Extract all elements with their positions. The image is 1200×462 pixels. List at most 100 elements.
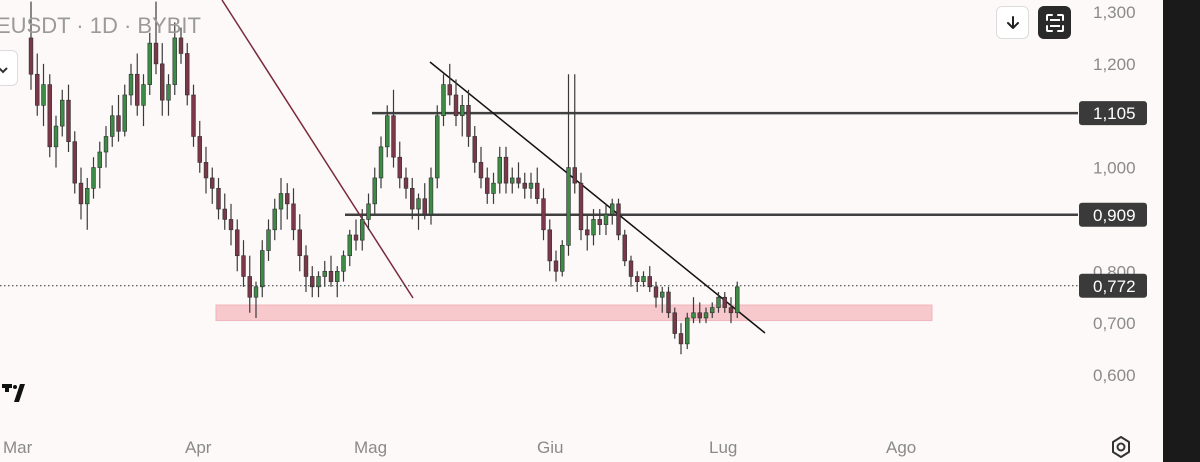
- candle: [497, 146, 502, 194]
- download-button[interactable]: [996, 6, 1029, 39]
- candle: [91, 157, 96, 199]
- candle-body: [366, 203, 371, 220]
- candle: [347, 229, 352, 267]
- tradingview-logo-icon[interactable]: [0, 380, 26, 406]
- candle-body: [472, 136, 477, 163]
- candle-body: [703, 312, 709, 319]
- candle: [310, 266, 315, 298]
- candle: [72, 131, 77, 194]
- candle-body: [597, 219, 602, 225]
- candle-body: [547, 229, 552, 262]
- y-tick-label: 0,600: [1093, 366, 1136, 385]
- candle: [528, 172, 534, 199]
- candle-body: [672, 312, 677, 334]
- candle-body: [303, 255, 309, 277]
- candle: [691, 297, 696, 324]
- candle-body: [347, 234, 352, 257]
- candle-body: [291, 203, 296, 231]
- trendline-brown[interactable]: [221, 0, 414, 299]
- x-tick-label: Mag: [354, 438, 387, 457]
- candle-body: [78, 182, 84, 205]
- candle: [566, 74, 571, 256]
- candle: [560, 240, 565, 277]
- candle: [453, 79, 459, 127]
- candle: [728, 297, 734, 324]
- candle: [622, 229, 627, 267]
- candle-body: [166, 84, 171, 101]
- price-badge[interactable]: 0,909: [1079, 202, 1147, 227]
- candle-body: [666, 291, 671, 314]
- candle: [328, 255, 334, 287]
- candle: [478, 146, 484, 189]
- candle-body: [247, 276, 252, 298]
- candle-body: [272, 208, 277, 231]
- candle: [516, 162, 521, 189]
- candle: [435, 105, 440, 189]
- candle: [28, 1, 34, 90]
- candle-body: [435, 115, 440, 179]
- candle: [616, 198, 621, 241]
- candle: [535, 167, 540, 204]
- trendline-black[interactable]: [429, 61, 766, 334]
- candle-body: [191, 94, 196, 137]
- candle-body: [172, 37, 177, 85]
- candle-body: [60, 99, 65, 127]
- candle-body: [197, 136, 202, 163]
- candle-body: [28, 37, 34, 75]
- candle: [610, 198, 615, 225]
- candle: [335, 266, 340, 298]
- candle-body: [391, 115, 396, 158]
- candle-body: [297, 229, 302, 257]
- candle-body: [728, 307, 734, 314]
- candle: [522, 172, 527, 199]
- fullscreen-button[interactable]: [1038, 6, 1071, 39]
- price-badge[interactable]: 1,105: [1079, 101, 1147, 126]
- candle: [266, 219, 271, 261]
- candle: [503, 146, 509, 194]
- candle: [385, 105, 390, 158]
- support-zone[interactable]: [215, 304, 933, 322]
- candle: [553, 250, 559, 282]
- candle: [85, 177, 90, 230]
- candle-body: [535, 182, 540, 199]
- candle-body: [203, 162, 209, 179]
- candle: [466, 89, 471, 147]
- candle-body: [447, 84, 452, 96]
- candle: [460, 94, 465, 137]
- candle-body: [360, 219, 365, 241]
- left-toggle-button[interactable]: [0, 50, 18, 86]
- x-tick-label: Mar: [3, 438, 33, 457]
- candle: [697, 302, 702, 324]
- candle-body: [91, 167, 96, 189]
- candle-body: [153, 42, 159, 65]
- candle: [541, 188, 546, 241]
- candle-body: [85, 188, 90, 205]
- candle-body: [591, 219, 596, 236]
- candle-body: [641, 276, 646, 282]
- candle-body: [353, 234, 359, 241]
- candle-body: [322, 270, 327, 277]
- candle: [110, 105, 115, 147]
- candle: [391, 89, 396, 168]
- gear-icon[interactable]: [1108, 434, 1134, 460]
- x-tick-label: Ago: [886, 438, 916, 457]
- candle-body: [372, 177, 377, 205]
- right-edge-bar: [1163, 0, 1200, 462]
- price-badge[interactable]: 0,772: [1079, 273, 1147, 298]
- candle: [53, 115, 59, 168]
- candle-body: [541, 198, 546, 231]
- candle-body: [691, 312, 696, 319]
- candle: [66, 84, 71, 153]
- candle-body: [616, 203, 621, 236]
- candle-body: [560, 245, 565, 272]
- candle-body: [316, 276, 321, 288]
- candle: [60, 89, 65, 137]
- candle-body: [566, 167, 571, 246]
- candle-body: [135, 73, 140, 106]
- candle-body: [466, 105, 471, 137]
- candle-body: [328, 270, 334, 282]
- candle: [322, 260, 327, 287]
- price-badge-bg: [1079, 101, 1147, 126]
- candle: [585, 214, 590, 251]
